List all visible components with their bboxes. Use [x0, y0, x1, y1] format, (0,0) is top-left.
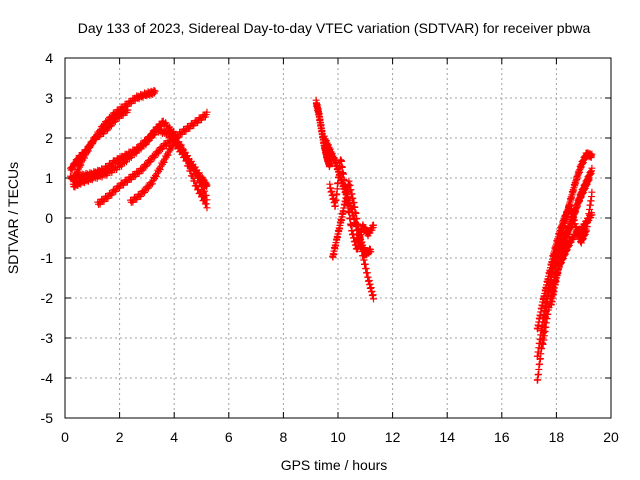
data-point [148, 180, 156, 188]
series-arc-e [94, 108, 211, 208]
data-point [193, 182, 201, 190]
data-point [201, 196, 209, 204]
y-tick-label: -3 [41, 330, 54, 346]
data-point [585, 176, 593, 184]
data-point [197, 189, 205, 197]
data-point [203, 108, 211, 116]
data-point [190, 166, 198, 174]
data-point [198, 183, 206, 191]
series-arc-d [69, 117, 211, 204]
y-tick-label: -1 [41, 250, 54, 266]
data-point [177, 146, 185, 154]
y-tick-label: 2 [45, 130, 53, 146]
x-tick-label: 0 [61, 429, 69, 445]
data-point [151, 87, 159, 95]
data-point [168, 144, 176, 152]
x-tick-label: 10 [330, 429, 346, 445]
y-tick-label: 4 [45, 50, 53, 66]
data-point [169, 138, 177, 146]
data-point [202, 200, 210, 208]
y-tick-label: 0 [45, 210, 53, 226]
data-point [187, 167, 195, 175]
data-point [173, 141, 181, 149]
data-point [588, 188, 596, 196]
y-tick-label: -2 [41, 290, 54, 306]
data-point [180, 153, 188, 161]
series-arc-n [533, 188, 596, 333]
data-point [193, 170, 201, 178]
y-tick-label: -5 [41, 410, 54, 426]
data-point [160, 158, 168, 166]
y-tick-label: -4 [41, 370, 54, 386]
data-point [201, 187, 209, 195]
series-arc-f [127, 138, 211, 212]
data-point [202, 191, 210, 199]
series-arc-j [326, 156, 377, 253]
data-point [369, 221, 377, 229]
data-point [156, 166, 164, 174]
x-axis-label: GPS time / hours [281, 457, 388, 473]
data-point [152, 173, 160, 181]
chart-title: Day 133 of 2023, Sidereal Day-to-day VTE… [78, 20, 591, 36]
data-point [124, 106, 132, 114]
x-tick-label: 8 [280, 429, 288, 445]
y-axis-label: SDTVAR / TECUs [5, 162, 21, 274]
x-tick-label: 18 [549, 429, 565, 445]
data-point [369, 295, 377, 303]
data-point [164, 151, 172, 159]
data-point [190, 177, 198, 185]
series-arc-b [66, 106, 132, 174]
data-point [588, 150, 596, 158]
y-tick-label: 1 [45, 170, 53, 186]
data-point [185, 162, 193, 170]
x-tick-label: 6 [225, 429, 233, 445]
x-tick-label: 14 [439, 429, 455, 445]
plot-frame [64, 57, 612, 419]
data-point [169, 127, 177, 135]
data-point [197, 178, 205, 186]
x-tick-label: 4 [170, 429, 178, 445]
x-tick-label: 16 [494, 429, 510, 445]
data-point [367, 248, 375, 256]
x-tick-label: 12 [385, 429, 401, 445]
y-tick-label: 3 [45, 90, 53, 106]
x-tick-label: 2 [116, 429, 124, 445]
data-point [203, 204, 211, 212]
data-point [203, 181, 211, 189]
data-point [189, 172, 197, 180]
x-tick-label: 20 [603, 429, 619, 445]
data-point [194, 174, 202, 182]
data-point [181, 152, 189, 160]
data-point [588, 164, 596, 172]
series-arc-o [547, 174, 593, 309]
data-points [66, 86, 596, 384]
data-point [183, 157, 191, 165]
